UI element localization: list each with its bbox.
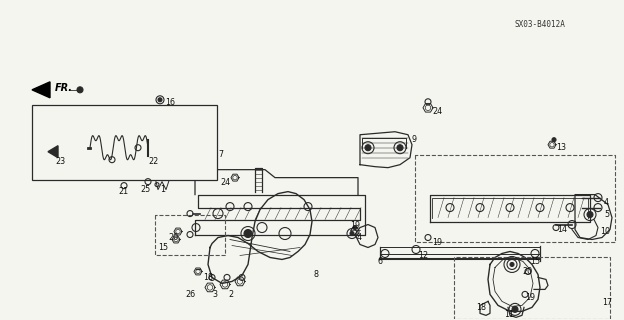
Circle shape <box>397 145 403 151</box>
Circle shape <box>587 212 593 218</box>
Circle shape <box>552 138 556 142</box>
Text: 19: 19 <box>432 238 442 247</box>
Text: 16: 16 <box>165 98 175 107</box>
Circle shape <box>365 145 371 151</box>
Text: 25: 25 <box>140 185 150 194</box>
Text: 3: 3 <box>212 290 217 299</box>
Text: 24: 24 <box>220 178 230 187</box>
Text: 6: 6 <box>378 257 383 266</box>
Text: 8: 8 <box>313 270 318 279</box>
Text: 2: 2 <box>228 290 233 299</box>
Text: 21: 21 <box>118 187 128 196</box>
Text: 12: 12 <box>418 251 428 260</box>
Text: 18: 18 <box>203 273 213 282</box>
Text: 20: 20 <box>168 233 178 242</box>
Text: 19: 19 <box>525 293 535 302</box>
Text: 15: 15 <box>530 257 540 266</box>
Text: 22: 22 <box>148 157 158 166</box>
Text: 20: 20 <box>522 267 532 276</box>
Text: 10: 10 <box>600 227 610 236</box>
Text: 7: 7 <box>218 150 223 159</box>
Text: 18: 18 <box>476 303 486 312</box>
Circle shape <box>512 306 518 312</box>
Text: 24: 24 <box>432 107 442 116</box>
Text: FR.: FR. <box>55 83 73 93</box>
Text: 4: 4 <box>604 198 609 207</box>
Text: 4: 4 <box>357 233 362 242</box>
Text: 17: 17 <box>602 298 612 307</box>
Text: SX03-B4012A: SX03-B4012A <box>515 20 565 29</box>
Polygon shape <box>48 146 58 158</box>
Text: 23: 23 <box>55 157 65 166</box>
Polygon shape <box>32 82 50 98</box>
Circle shape <box>510 262 514 267</box>
Circle shape <box>244 229 252 237</box>
Text: 13: 13 <box>556 143 566 152</box>
Text: 5: 5 <box>604 210 609 219</box>
Text: 15: 15 <box>158 243 168 252</box>
Circle shape <box>158 98 162 102</box>
Text: 1: 1 <box>160 185 165 194</box>
Text: 19: 19 <box>350 221 360 230</box>
Text: 14: 14 <box>557 225 567 234</box>
Circle shape <box>353 226 357 229</box>
Text: 9: 9 <box>412 135 417 144</box>
Text: 11: 11 <box>504 310 514 319</box>
Circle shape <box>350 232 354 236</box>
Text: 26: 26 <box>185 290 195 299</box>
Circle shape <box>77 87 83 93</box>
Bar <box>32 105 217 180</box>
